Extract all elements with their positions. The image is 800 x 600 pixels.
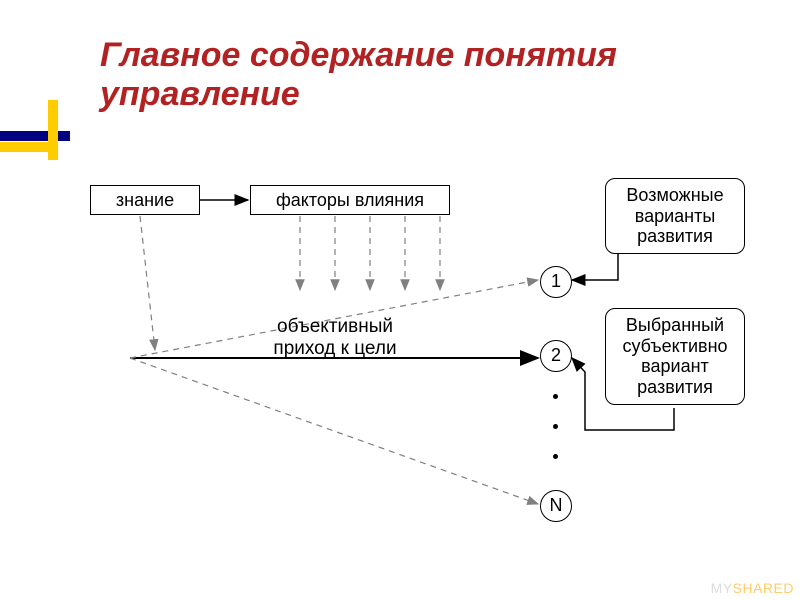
variant-circle-1: 1: [540, 266, 572, 298]
deco-yellow-bar-v: [48, 100, 58, 160]
slide-root: Главное содержание понятия управление: [0, 0, 800, 600]
box-chosen-variant: Выбранный субъективно вариант развития: [605, 308, 745, 405]
dashed-fan-to-n: [130, 358, 538, 504]
box-knowledge: знание: [90, 185, 200, 215]
box-possible-variants: Возможные варианты развития: [605, 178, 745, 254]
deco-yellow-bar-h: [0, 142, 48, 152]
deco-blue-bar: [0, 131, 70, 141]
watermark-pre: MY: [711, 580, 733, 596]
central-label: объективный приход к цели: [230, 316, 440, 360]
dashed-knowledge-down: [140, 216, 155, 350]
variant-circle-n: N: [540, 490, 572, 522]
slide-title: Главное содержание понятия управление: [100, 36, 750, 114]
box-factors: факторы влияния: [250, 185, 450, 215]
watermark-accent: SHARED: [733, 580, 794, 596]
watermark: MYSHARED: [711, 580, 794, 596]
ellipsis-dot: [553, 424, 558, 429]
ellipsis-dot: [553, 394, 558, 399]
ellipsis-dot: [553, 454, 558, 459]
variant-circle-2: 2: [540, 340, 572, 372]
arrow-possible-to-1: [572, 250, 618, 280]
